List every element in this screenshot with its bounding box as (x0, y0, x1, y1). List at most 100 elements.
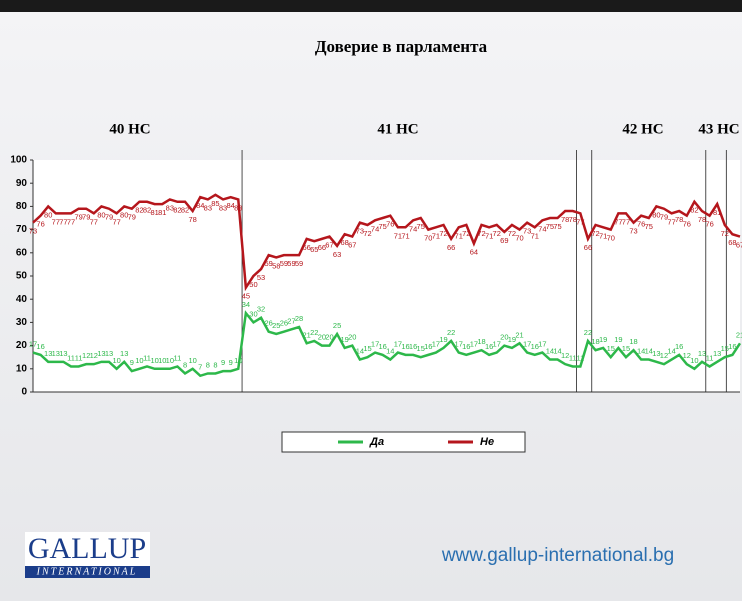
data-label: 73 (523, 227, 531, 236)
data-label: 13 (52, 349, 60, 358)
data-label: 73 (356, 227, 364, 236)
data-label: 76 (386, 220, 394, 229)
data-label: 13 (698, 349, 706, 358)
data-label: 72 (363, 229, 371, 238)
data-label: 79 (660, 213, 668, 222)
data-label: 8 (183, 360, 187, 369)
data-label: 9 (130, 358, 134, 367)
data-label: 59 (287, 259, 295, 268)
data-label: 78 (675, 215, 683, 224)
y-tick-label: 40 (16, 294, 28, 305)
data-label: 21 (736, 330, 742, 339)
data-label: 27 (287, 316, 295, 325)
y-tick-label: 0 (21, 387, 27, 398)
data-label: 13 (652, 349, 660, 358)
data-label: 18 (591, 337, 599, 346)
data-label: 80 (120, 210, 128, 219)
data-label: 66 (447, 243, 455, 252)
data-label: 17 (371, 340, 379, 349)
data-label: 10 (188, 356, 196, 365)
data-label: 67 (348, 241, 356, 250)
y-tick-label: 70 (16, 224, 28, 235)
y-tick-label: 10 (16, 363, 28, 374)
data-label: 11 (569, 353, 577, 362)
data-label: 20 (325, 333, 333, 342)
data-label: 34 (242, 300, 250, 309)
data-label: 84 (226, 201, 234, 210)
data-label: 73 (29, 227, 37, 236)
data-label: 72 (477, 229, 485, 238)
data-label: 71 (531, 231, 539, 240)
data-label: 19 (614, 335, 622, 344)
data-label: 83 (234, 203, 242, 212)
data-label: 10 (112, 356, 120, 365)
data-label: 21 (303, 330, 311, 339)
data-label: 11 (67, 353, 75, 362)
data-label: 77 (112, 217, 120, 226)
term-label: 40 НС (109, 121, 150, 137)
data-label: 77 (622, 217, 630, 226)
y-tick-label: 50 (16, 271, 28, 282)
y-tick-label: 30 (16, 317, 28, 328)
data-label: 59 (280, 259, 288, 268)
data-label: 13 (713, 349, 721, 358)
data-label: 84 (196, 201, 204, 210)
y-tick-label: 20 (16, 340, 28, 351)
data-label: 74 (409, 224, 417, 233)
data-label: 26 (280, 319, 288, 328)
logo-name: GALLUP (28, 532, 146, 565)
data-label: 77 (59, 217, 67, 226)
data-label: 50 (249, 280, 257, 289)
data-label: 17 (470, 340, 478, 349)
data-label: 77 (52, 217, 60, 226)
data-label: 82 (690, 206, 698, 215)
logo-band (25, 566, 150, 578)
data-label: 75 (379, 222, 387, 231)
data-label: 78 (698, 215, 706, 224)
data-label: 14 (386, 347, 394, 356)
data-label: 10 (690, 356, 698, 365)
data-label: 65 (310, 245, 318, 254)
data-label: 13 (120, 349, 128, 358)
data-label: 64 (470, 248, 478, 257)
data-label: 7 (198, 363, 202, 372)
data-label: 81 (150, 208, 158, 217)
data-label: 17 (29, 340, 37, 349)
data-label: 12 (82, 351, 90, 360)
data-label: 10 (135, 356, 143, 365)
data-label: 71 (394, 231, 402, 240)
data-label: 73 (629, 227, 637, 236)
data-label: 16 (675, 342, 683, 351)
data-label: 71 (432, 231, 440, 240)
data-label: 10 (166, 356, 174, 365)
data-label: 14 (356, 347, 364, 356)
data-label: 13 (44, 349, 52, 358)
data-label: 53 (257, 273, 265, 282)
data-label: 16 (36, 342, 44, 351)
data-label: 15 (607, 344, 615, 353)
y-tick-label: 90 (16, 178, 28, 189)
data-label: 79 (128, 213, 136, 222)
term-label: 41 НС (377, 121, 418, 137)
data-label: 81 (158, 208, 166, 217)
data-label: 68 (728, 238, 736, 247)
logo-sub: INTERNATIONAL (36, 566, 138, 577)
data-label: 15 (721, 344, 729, 353)
data-label: 17 (455, 340, 463, 349)
data-label: 32 (257, 305, 265, 314)
data-label: 14 (645, 347, 653, 356)
data-label: 20 (348, 333, 356, 342)
data-label: 83 (204, 203, 212, 212)
chart-title: Доверие в парламента (315, 37, 488, 56)
data-label: 20 (500, 333, 508, 342)
data-label: 79 (82, 213, 90, 222)
data-label: 10 (234, 356, 242, 365)
data-label: 70 (607, 234, 615, 243)
data-label: 14 (667, 347, 675, 356)
data-label: 63 (333, 250, 341, 259)
data-label: 16 (409, 342, 417, 351)
data-label: 22 (310, 328, 318, 337)
data-label: 75 (546, 222, 554, 231)
data-label: 79 (105, 213, 113, 222)
